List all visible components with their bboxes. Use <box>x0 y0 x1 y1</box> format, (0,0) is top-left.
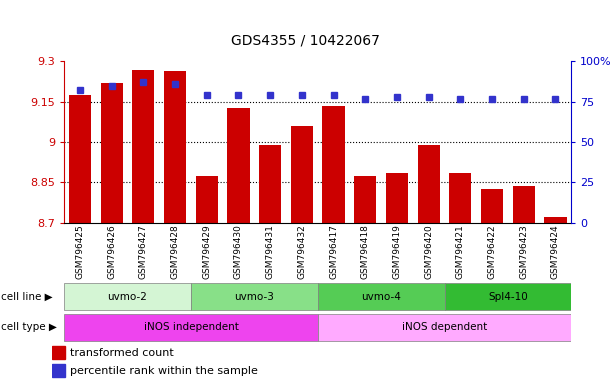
Bar <box>291 126 313 223</box>
Bar <box>259 145 281 223</box>
Bar <box>449 173 472 223</box>
Bar <box>164 71 186 223</box>
Bar <box>323 106 345 223</box>
Bar <box>196 175 218 223</box>
Text: uvmo-4: uvmo-4 <box>361 291 401 302</box>
Text: transformed count: transformed count <box>70 348 174 358</box>
Bar <box>513 186 535 223</box>
Text: cell line ▶: cell line ▶ <box>1 291 53 302</box>
Text: Spl4-10: Spl4-10 <box>488 291 528 302</box>
Bar <box>191 283 318 310</box>
Bar <box>481 189 503 223</box>
Text: cell type ▶: cell type ▶ <box>1 322 57 333</box>
Bar <box>69 95 91 223</box>
Bar <box>64 313 318 341</box>
Bar <box>417 145 440 223</box>
Text: GDS4355 / 10422067: GDS4355 / 10422067 <box>231 34 380 48</box>
Bar <box>354 175 376 223</box>
Bar <box>52 346 65 359</box>
Bar <box>386 173 408 223</box>
Bar <box>64 283 191 310</box>
Bar <box>227 108 249 223</box>
Bar <box>133 70 155 223</box>
Bar <box>318 313 571 341</box>
Text: percentile rank within the sample: percentile rank within the sample <box>70 366 258 376</box>
Bar <box>544 217 566 223</box>
Bar <box>318 283 445 310</box>
Text: iNOS independent: iNOS independent <box>144 322 238 333</box>
Bar <box>52 364 65 377</box>
Bar <box>101 83 123 223</box>
Text: uvmo-2: uvmo-2 <box>108 291 147 302</box>
Bar <box>445 283 571 310</box>
Text: uvmo-3: uvmo-3 <box>235 291 274 302</box>
Text: iNOS dependent: iNOS dependent <box>402 322 487 333</box>
